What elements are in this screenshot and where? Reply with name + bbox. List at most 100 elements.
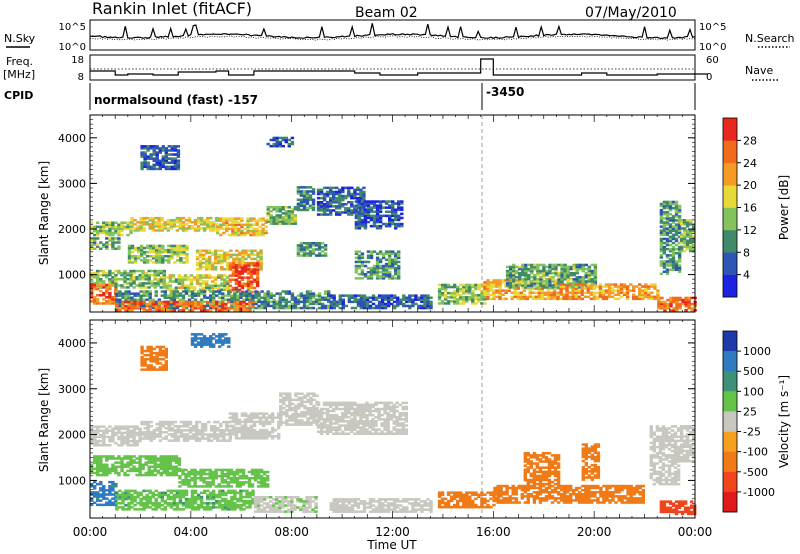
heatmap-cell: [527, 286, 531, 289]
heatmap-cell: [261, 233, 265, 237]
heatmap-cell: [215, 290, 219, 293]
heatmap-cell: [201, 276, 206, 279]
heatmap-cell: [305, 252, 310, 255]
heatmap-cell: [236, 304, 240, 308]
heatmap-cell: [565, 297, 569, 301]
heatmap-cell: [279, 400, 283, 404]
heatmap-cell: [386, 418, 390, 421]
heatmap-cell: [388, 216, 392, 220]
heatmap-cell: [198, 278, 203, 281]
heatmap-cell: [252, 270, 257, 273]
heatmap-cell: [662, 221, 667, 224]
heatmap-cell: [325, 401, 330, 405]
heatmap-cell: [193, 298, 198, 301]
heatmap-cell: [668, 208, 673, 212]
heatmap-cell: [293, 220, 298, 223]
heatmap-cell: [105, 276, 109, 279]
heatmap-cell: [165, 286, 169, 289]
heatmap-cell: [278, 144, 282, 148]
heatmap-cell: [607, 287, 612, 290]
heatmap-cell: [389, 407, 393, 411]
heatmap-cell: [391, 214, 395, 218]
heatmap-cell: [190, 304, 195, 308]
heatmap-cell: [117, 239, 121, 242]
heatmap-cell: [216, 219, 220, 222]
heatmap-cell: [252, 437, 257, 440]
heatmap-cell: [674, 264, 679, 267]
heatmap-cell: [246, 268, 251, 271]
heatmap-cell: [383, 294, 388, 297]
heatmap-cell: [362, 302, 367, 306]
heatmap-cell: [186, 278, 191, 281]
heatmap-cell: [381, 277, 386, 280]
heatmap-cell: [317, 302, 322, 306]
heatmap-cell: [152, 433, 156, 436]
heatmap-cell: [408, 306, 412, 310]
heatmap-cell: [374, 432, 378, 435]
heatmap-cell: [335, 414, 339, 417]
heatmap-cell: [266, 218, 270, 221]
heatmap-cell: [303, 421, 307, 424]
heatmap-cell: [173, 431, 178, 434]
heatmap-cell: [387, 298, 391, 301]
heatmap-cell: [510, 291, 514, 294]
heatmap-cell: [173, 437, 178, 440]
heatmap-cell: [317, 306, 322, 310]
heatmap-cell: [312, 415, 316, 418]
heatmap-cell: [277, 420, 281, 424]
heatmap-cell: [228, 280, 232, 283]
heatmap-cell: [372, 222, 377, 226]
heatmap-cell: [674, 225, 679, 228]
heatmap-cell: [140, 155, 144, 158]
heatmap-cell: [237, 418, 242, 421]
heatmap-cell: [489, 283, 493, 286]
heatmap-cell: [143, 147, 147, 150]
heatmap-cell: [468, 285, 472, 289]
heatmap-cell: [167, 250, 171, 254]
heatmap-cell: [319, 424, 324, 427]
heatmap-cell: [423, 298, 427, 301]
heatmap-cell: [108, 225, 112, 229]
heatmap-cell: [378, 260, 383, 264]
heatmap-cell: [231, 262, 236, 265]
heatmap-cell: [221, 309, 225, 312]
heatmap-cell: [157, 225, 161, 228]
heatmap-cell: [183, 286, 188, 289]
heatmap-cell: [149, 433, 153, 436]
heatmap-cell: [252, 414, 257, 417]
heatmap-cell: [332, 209, 336, 212]
heatmap-cell: [391, 277, 395, 280]
heatmap-cell: [255, 264, 260, 267]
heatmap-cell: [672, 300, 676, 304]
heatmap-cell: [149, 147, 153, 150]
heatmap-cell: [187, 294, 192, 297]
heatmap-cell: [200, 433, 205, 436]
heatmap-cell: [335, 418, 339, 421]
heatmap-cell: [616, 287, 621, 290]
heatmap-cell: [99, 302, 103, 305]
heatmap-cell: [551, 284, 555, 287]
heatmap-cell: [154, 223, 158, 226]
heatmap-cell: [231, 264, 236, 267]
heatmap-cell: [682, 219, 687, 222]
heatmap-cell: [152, 167, 156, 171]
heatmap-cell: [394, 222, 398, 226]
heatmap-cell: [161, 257, 165, 260]
heatmap-cell: [162, 278, 166, 281]
heatmap-cell: [275, 218, 279, 221]
heatmap-cell: [255, 420, 260, 424]
heatmap-cell: [327, 300, 331, 304]
heatmap-cell: [440, 283, 445, 287]
heatmap-cell: [437, 298, 442, 301]
heatmap-cell: [287, 216, 291, 219]
heatmap-cell: [303, 423, 307, 426]
heatmap-cell: [156, 284, 160, 287]
heatmap-cell: [243, 435, 248, 438]
heatmap-cell: [543, 297, 548, 301]
heatmap-cell: [536, 271, 540, 275]
heatmap-cell: [322, 430, 327, 433]
heatmap-cell: [531, 291, 536, 294]
heatmap-cell: [281, 218, 285, 221]
heatmap-cell: [347, 403, 351, 407]
